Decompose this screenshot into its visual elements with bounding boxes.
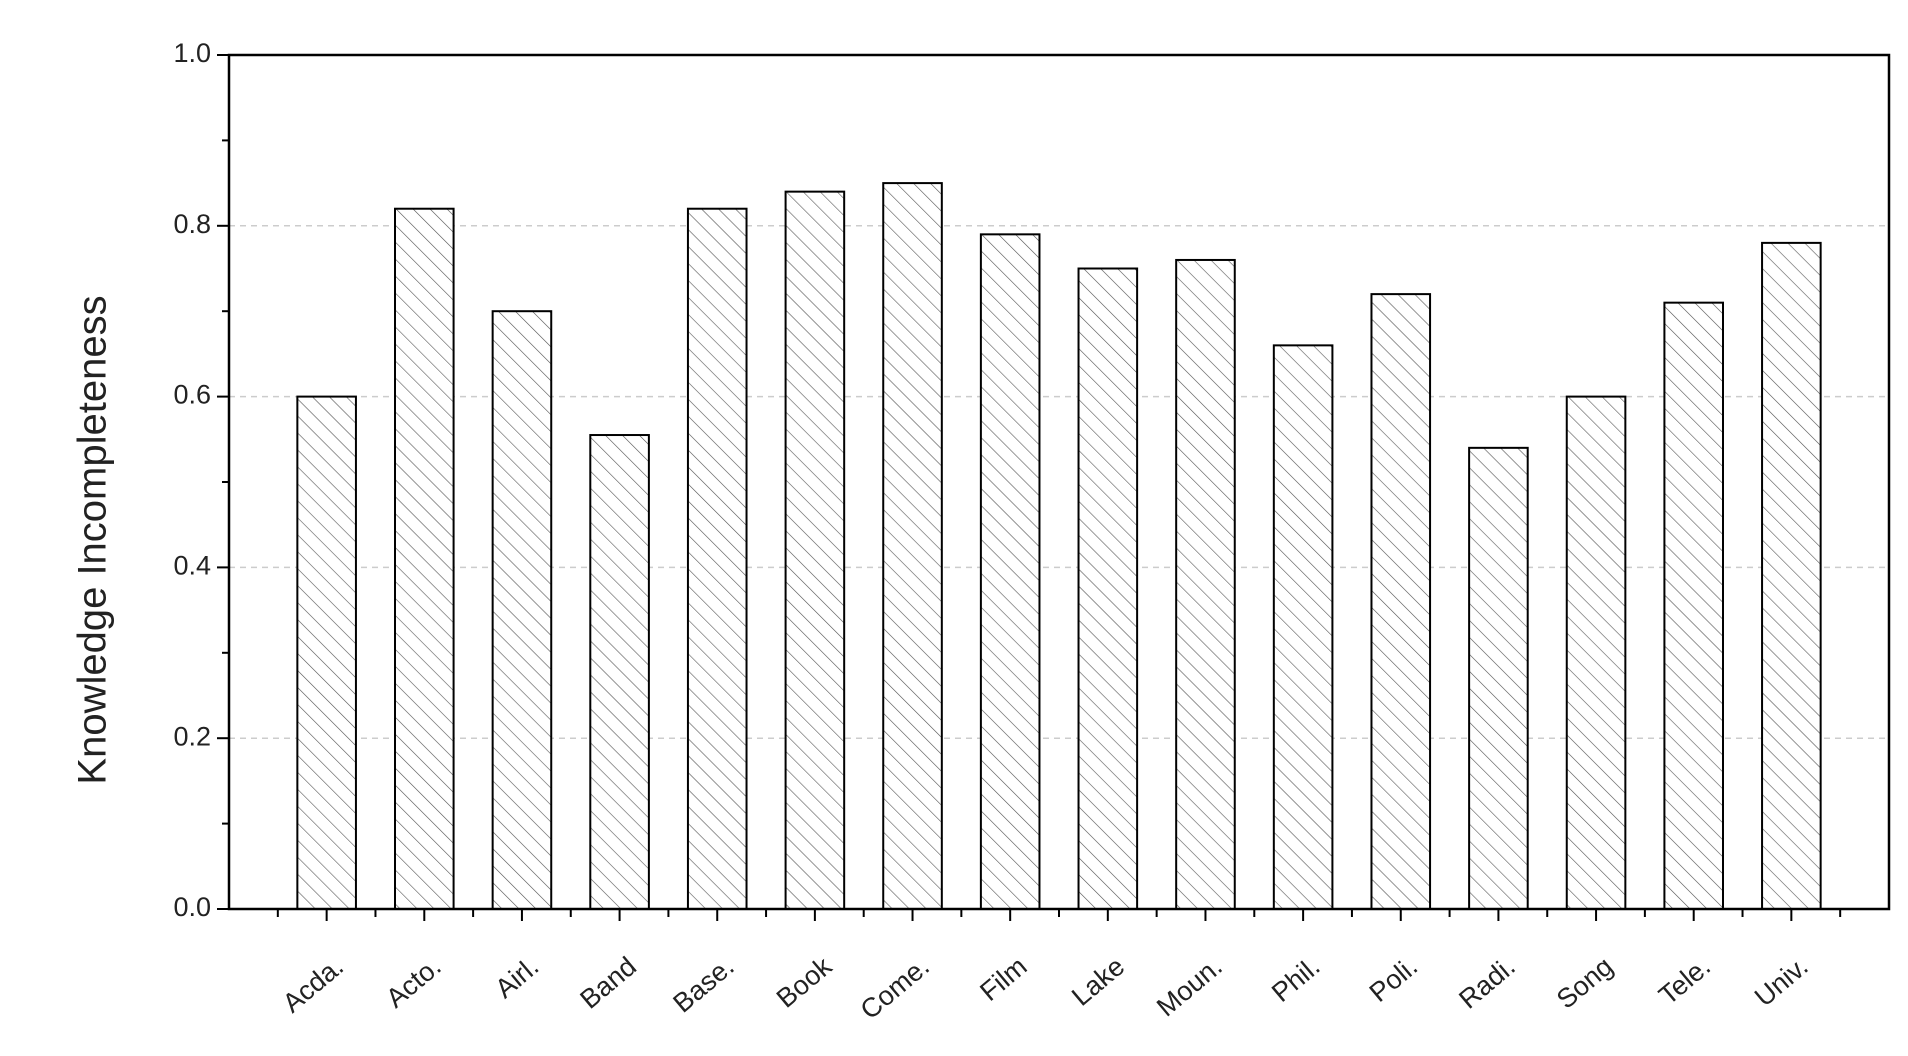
bar [1663, 301, 1724, 911]
y-tick-label: 0.4 [173, 551, 211, 581]
x-tick-label: Acda. [277, 951, 349, 1018]
bar [784, 190, 846, 910]
x-tick-label: Base. [667, 951, 739, 1018]
bar [394, 207, 455, 911]
bar [1272, 344, 1334, 910]
x-tick-label: Poli. [1364, 951, 1424, 1008]
x-tick-label: Song [1551, 951, 1619, 1015]
x-tick-label: Lake [1066, 951, 1130, 1012]
x-tick-label: Band [574, 951, 642, 1015]
y-axis-label: Knowledge Incompleteness [71, 295, 115, 784]
bar [589, 434, 650, 910]
bar [1565, 395, 1627, 911]
x-tick-label: Moun. [1151, 951, 1228, 1022]
bar [491, 310, 553, 910]
bar [1468, 446, 1529, 910]
plot-frame [227, 53, 1891, 911]
bar [1175, 258, 1236, 910]
x-tick-label: Tele. [1653, 951, 1716, 1011]
y-tick-label: 0.8 [173, 209, 211, 239]
x-tick-label: Come. [855, 951, 935, 1025]
bar [1761, 241, 1822, 910]
y-tick-label: 0.2 [173, 721, 211, 751]
y-tick-label: 0.0 [173, 892, 211, 922]
bar [1370, 293, 1432, 910]
bar [979, 233, 1041, 910]
x-tick-label: Radi. [1453, 951, 1521, 1014]
x-tick-label: Univ. [1749, 951, 1814, 1012]
bar [296, 395, 357, 911]
x-tick-label: Acto. [380, 951, 446, 1014]
bar [1077, 267, 1139, 910]
bar [686, 207, 748, 911]
bar [882, 182, 943, 911]
x-tick-label: Film [974, 951, 1032, 1007]
y-tick-label: 1.0 [173, 38, 211, 68]
x-tick-label: Airl. [489, 951, 544, 1004]
x-tick-label: Phil. [1266, 951, 1326, 1008]
y-tick-label: 0.6 [173, 380, 211, 410]
x-tick-label: Book [771, 951, 838, 1014]
